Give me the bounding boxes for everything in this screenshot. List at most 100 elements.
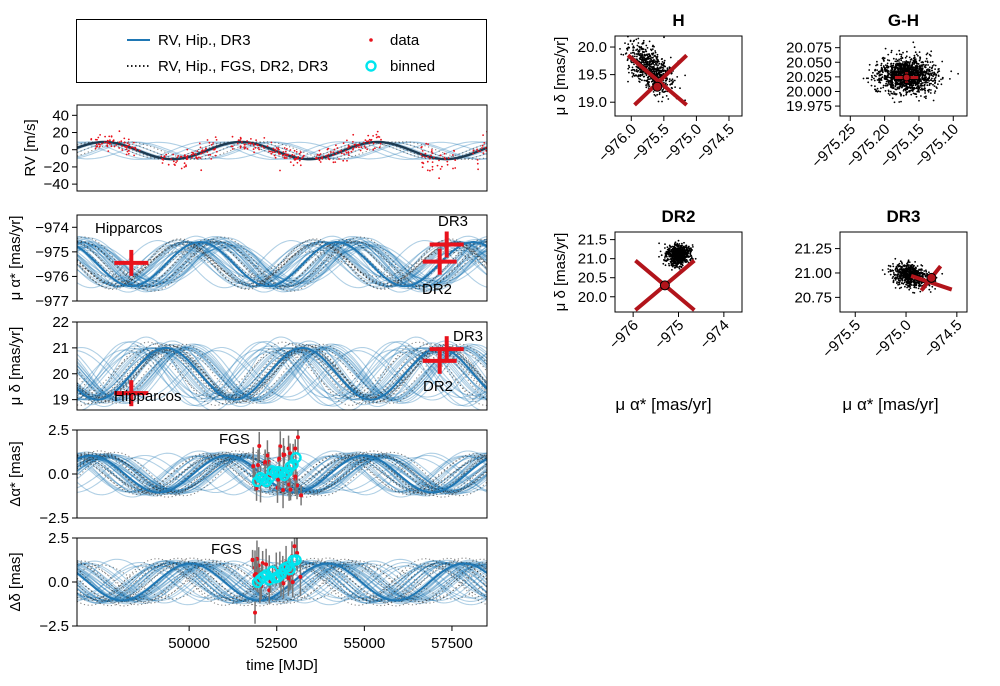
G-H-sample-point — [917, 72, 920, 75]
G-H-sample-point — [903, 71, 906, 74]
pmra-model-line-solid — [77, 238, 487, 290]
G-H-sample-point — [879, 78, 882, 81]
G-H-sample-point — [889, 90, 892, 93]
G-H-sample-point — [882, 86, 885, 89]
DR2-sample-point — [667, 248, 670, 251]
G-H-sample-point — [902, 66, 905, 68]
rv-data-point — [126, 142, 129, 145]
H-sample-point — [654, 54, 656, 57]
rv-ytick-label: −20 — [44, 159, 69, 176]
G-H-sample-point — [918, 91, 920, 93]
H-sample-point — [640, 46, 642, 49]
DR2-sample-point — [684, 259, 687, 262]
rv-model-line-solid — [77, 141, 487, 160]
G-H-sample-point — [873, 74, 876, 77]
rv-data-point — [443, 152, 446, 155]
rv-data-point — [290, 156, 293, 159]
pmdec-model-line-solid — [77, 350, 487, 398]
G-H-sample-point — [896, 86, 899, 89]
H-sample-point — [658, 62, 661, 65]
H-sample-point — [648, 65, 651, 67]
DR2-sample-point — [670, 255, 673, 257]
rv-data-point — [252, 142, 255, 145]
dra-model-line-solid — [77, 453, 487, 495]
pmdec-model-line-solid — [77, 346, 487, 402]
rv-ytick-label: 0 — [61, 142, 69, 159]
rv-model-line-solid — [77, 141, 487, 160]
DR2-sample-point — [668, 255, 671, 257]
H-sample-point — [662, 72, 665, 75]
G-H-sample-point — [890, 85, 893, 88]
H-sample-point — [632, 74, 635, 76]
rv-data-point — [332, 154, 334, 157]
rv-data-point — [352, 147, 355, 150]
dra-fgs-data-point — [282, 452, 287, 457]
G-H-sample-point — [931, 65, 934, 67]
pmdec-model-line-dotted — [77, 348, 487, 399]
DR2-sample-point — [672, 249, 675, 252]
rv-data-point — [138, 149, 141, 152]
H-sample-point — [633, 55, 636, 58]
rv-data-point — [165, 153, 168, 156]
rv-data-point — [340, 152, 343, 155]
rv-data-point — [192, 153, 195, 156]
rv-data-point — [230, 145, 233, 148]
G-H-sample-point — [881, 76, 884, 79]
H-sample-point — [627, 43, 630, 46]
DR3-sample-point — [881, 269, 884, 271]
dra-model-line-solid — [77, 458, 487, 490]
rv-data-point — [170, 158, 173, 161]
G-H-sample-point — [918, 68, 921, 71]
DR3-sample-point — [896, 271, 899, 273]
DR3-sample-point — [913, 272, 916, 275]
rv-data-point — [90, 138, 93, 140]
G-H-sample-point — [910, 86, 913, 89]
rv-data-point — [275, 147, 278, 149]
ddec-model-line-solid — [77, 564, 487, 600]
DR3-sample-point — [902, 270, 905, 273]
DR3-sample-point — [913, 283, 916, 286]
DR3-sample-point — [887, 264, 890, 267]
G-H-sample-point — [930, 89, 932, 91]
DR3-sample-point — [900, 286, 903, 289]
G-H-sample-point — [928, 53, 931, 56]
rv-data-point — [115, 144, 118, 146]
rv-data-point — [133, 141, 135, 144]
G-H-sample-point — [876, 69, 878, 71]
G-H-sample-point — [920, 95, 922, 97]
H-sample-point — [626, 47, 628, 50]
H-sample-point — [620, 53, 623, 56]
rv-data-point — [120, 140, 123, 143]
H-sample-point — [674, 86, 676, 88]
G-H-sample-point — [886, 70, 889, 72]
dra-fgs-data-point — [254, 486, 259, 491]
rv-data-point — [364, 139, 367, 142]
rv-data-point — [294, 158, 297, 161]
rv-frame — [76, 104, 488, 192]
G-H-sample-point — [934, 79, 937, 82]
DR3-sample-point — [915, 283, 917, 285]
G-H-sample-point — [891, 97, 894, 100]
DR3-sample-point — [904, 270, 907, 273]
rv-data-point — [358, 146, 360, 149]
G-H-sample-point — [921, 65, 923, 67]
G-H-sample-point — [916, 70, 918, 72]
rv-data-point — [183, 162, 186, 165]
H-sample-point — [657, 76, 660, 79]
G-H-sample-point — [919, 88, 922, 91]
H-sample-point — [633, 68, 635, 71]
H-sample-point — [644, 60, 647, 62]
DR3-sample-point — [904, 285, 906, 288]
H-sample-point — [663, 59, 666, 62]
G-H-sample-point — [886, 76, 888, 78]
pmra-model-line-dotted — [77, 241, 487, 288]
G-H-sample-point — [921, 74, 924, 77]
ddec-ytick-label: −2.5 — [39, 618, 69, 635]
pmra-model-line-solid — [77, 249, 487, 279]
ddec-model-line-solid — [77, 565, 487, 599]
dra-fgs-data-point — [257, 443, 262, 448]
DR3-ytick-label: 20.75 — [794, 289, 832, 306]
DR3-sample-point — [883, 273, 886, 276]
G-H-sample-point — [886, 72, 889, 74]
G-H-sample-point — [912, 41, 915, 44]
